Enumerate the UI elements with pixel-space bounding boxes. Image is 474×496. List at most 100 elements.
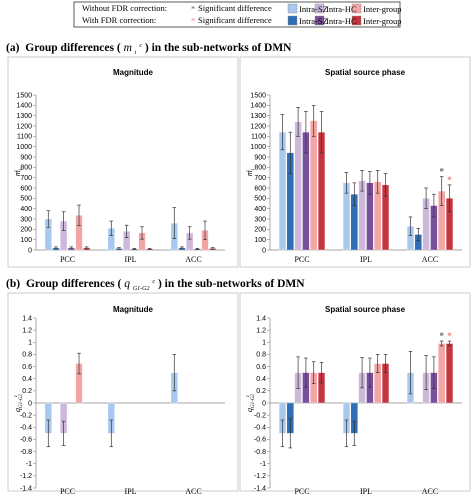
y-tick-label: 1500 — [16, 92, 32, 99]
legend-label-inter-group-2: Inter-group — [363, 16, 402, 26]
y-tick-label: 0.2 — [256, 388, 266, 395]
y-axis-label: mic — [13, 168, 24, 176]
y-tick-label: 0 — [262, 247, 266, 254]
legend: Without FDR correction: With FDR correct… — [73, 1, 402, 28]
y-tick-label: 300 — [254, 216, 266, 223]
y-tick-label: 500 — [20, 196, 32, 203]
y-tick-label: 0.8 — [256, 352, 266, 359]
y-tick-label: -0.8 — [254, 449, 266, 456]
bar — [310, 120, 318, 251]
y-tick-label: 1 — [28, 340, 32, 347]
y-tick-label: -0.6 — [254, 437, 266, 444]
y-tick-label: 800 — [20, 165, 32, 172]
bar — [438, 343, 446, 404]
panel-title: Spatial source phase — [325, 68, 406, 77]
category-label-ipl: IPL — [125, 255, 137, 264]
y-tick-label: -0.2 — [254, 412, 266, 419]
y-tick-label: 700 — [254, 175, 266, 182]
y-axis-label: mic — [245, 168, 256, 176]
y-tick-label: -1.4 — [20, 485, 32, 492]
y-tick-label: 200 — [254, 227, 266, 234]
y-tick-label: 900 — [20, 154, 32, 161]
y-tick-label: -0.4 — [20, 425, 32, 432]
y-tick-label: 1100 — [17, 134, 32, 141]
legend-swatch-inter-group-dark — [351, 15, 362, 26]
y-tick-label: 1.2 — [22, 327, 32, 334]
y-tick-label: -1 — [260, 461, 266, 468]
significance-marker: * — [447, 175, 452, 185]
section-b-title-post: ) in the sub-networks of DMN — [158, 278, 305, 290]
y-axis-label: qG1-G2c — [13, 394, 24, 412]
section-a-symbol-sub: i — [135, 50, 137, 56]
category-label-acc: ACC — [422, 487, 438, 496]
chart-panel-magnitude-m: Magnitude 0 100 200 300 400 500 600 700 800 900 100… — [7, 56, 239, 268]
y-tick-label: 0.2 — [22, 388, 32, 395]
significance-marker: * — [447, 331, 452, 341]
section-a-symbol: m — [124, 42, 132, 54]
bar — [445, 343, 454, 404]
section-b-title-pre: Group differences ( — [26, 278, 122, 290]
y-tick-label: 200 — [20, 227, 32, 234]
legend-label-inter-group-1: Inter-group — [363, 4, 402, 14]
y-tick-label: 1500 — [250, 92, 266, 99]
y-tick-label: -0.6 — [20, 437, 32, 444]
y-tick-label: -1.2 — [254, 473, 266, 480]
y-tick-label: 0.8 — [22, 352, 32, 359]
category-label-acc: ACC — [185, 255, 201, 264]
section-a-title-pre: Group differences ( — [25, 42, 121, 54]
y-tick-label: 1000 — [250, 144, 266, 151]
y-tick-label: 800 — [254, 165, 266, 172]
y-tick-label: -0.8 — [20, 449, 32, 456]
legend-swatch-intra-sz-dark — [287, 15, 298, 26]
y-tick-label: 100 — [20, 237, 32, 244]
legend-swatch-intra-hc-dark — [314, 15, 325, 26]
section-b-title: (b) Group differences ( q G1-G2 c ) in t… — [6, 274, 305, 293]
y-tick-label: 1100 — [251, 134, 266, 141]
y-tick-label: 600 — [20, 185, 32, 192]
y-tick-label: 1.2 — [256, 327, 266, 334]
legend-sig-label-1: Significant difference — [198, 3, 272, 13]
significance-marker: * — [439, 167, 444, 177]
panel-title: Magnitude — [113, 68, 154, 77]
section-b-symbol: q — [124, 278, 130, 290]
y-tick-label: 1.4 — [256, 315, 266, 322]
panel-title: Magnitude — [113, 305, 154, 314]
panel-frame — [7, 292, 239, 492]
section-a-label: (a) — [6, 42, 20, 54]
category-label-acc: ACC — [185, 487, 201, 496]
category-label-ipl: IPL — [360, 255, 372, 264]
y-tick-label: 1400 — [16, 103, 32, 110]
y-tick-label: -0.4 — [254, 425, 266, 432]
legend-swatch-intra-hc-light — [314, 3, 325, 14]
section-a-symbol-sup: c — [139, 43, 142, 49]
legend-sig-label-2: Significant difference — [198, 15, 272, 25]
chart-panel-phase-q: Spatial source phase -1.4 -1.2 -1 -0.8 -0.6 -0… — [239, 292, 471, 496]
category-label-ipl: IPL — [125, 487, 137, 496]
section-a-title-post: ) in the sub-networks of DMN — [145, 42, 292, 54]
y-tick-label: 1000 — [16, 144, 32, 151]
legend-label-intra-sz-2: Intra-SZ — [299, 16, 328, 26]
category-label-pcc: PCC — [294, 255, 309, 264]
section-b-symbol-sup: c — [152, 279, 155, 285]
significance-marker: * — [439, 331, 444, 341]
y-tick-label: 1 — [262, 340, 266, 347]
legend-box — [73, 1, 401, 28]
y-tick-label: 900 — [254, 154, 266, 161]
y-tick-label: -1 — [26, 461, 32, 468]
bar — [294, 121, 302, 251]
y-tick-label: 1200 — [16, 123, 32, 130]
y-tick-label: -0.2 — [20, 412, 32, 419]
y-tick-label: 1400 — [250, 103, 266, 110]
y-axis-label: qG1-G2c — [245, 394, 256, 412]
y-tick-label: 1200 — [250, 123, 266, 130]
section-b-symbol-sub: G1-G2 — [133, 286, 150, 292]
y-tick-label: 0.6 — [256, 364, 266, 371]
y-tick-label: 1300 — [16, 113, 32, 120]
legend-without-label: Without FDR correction: — [82, 3, 167, 13]
y-tick-label: 0.4 — [22, 376, 32, 383]
category-label-pcc: PCC — [294, 487, 309, 496]
panel-title: Spatial source phase — [325, 305, 406, 314]
y-tick-label: 700 — [20, 175, 32, 182]
category-label-pcc: PCC — [60, 255, 75, 264]
